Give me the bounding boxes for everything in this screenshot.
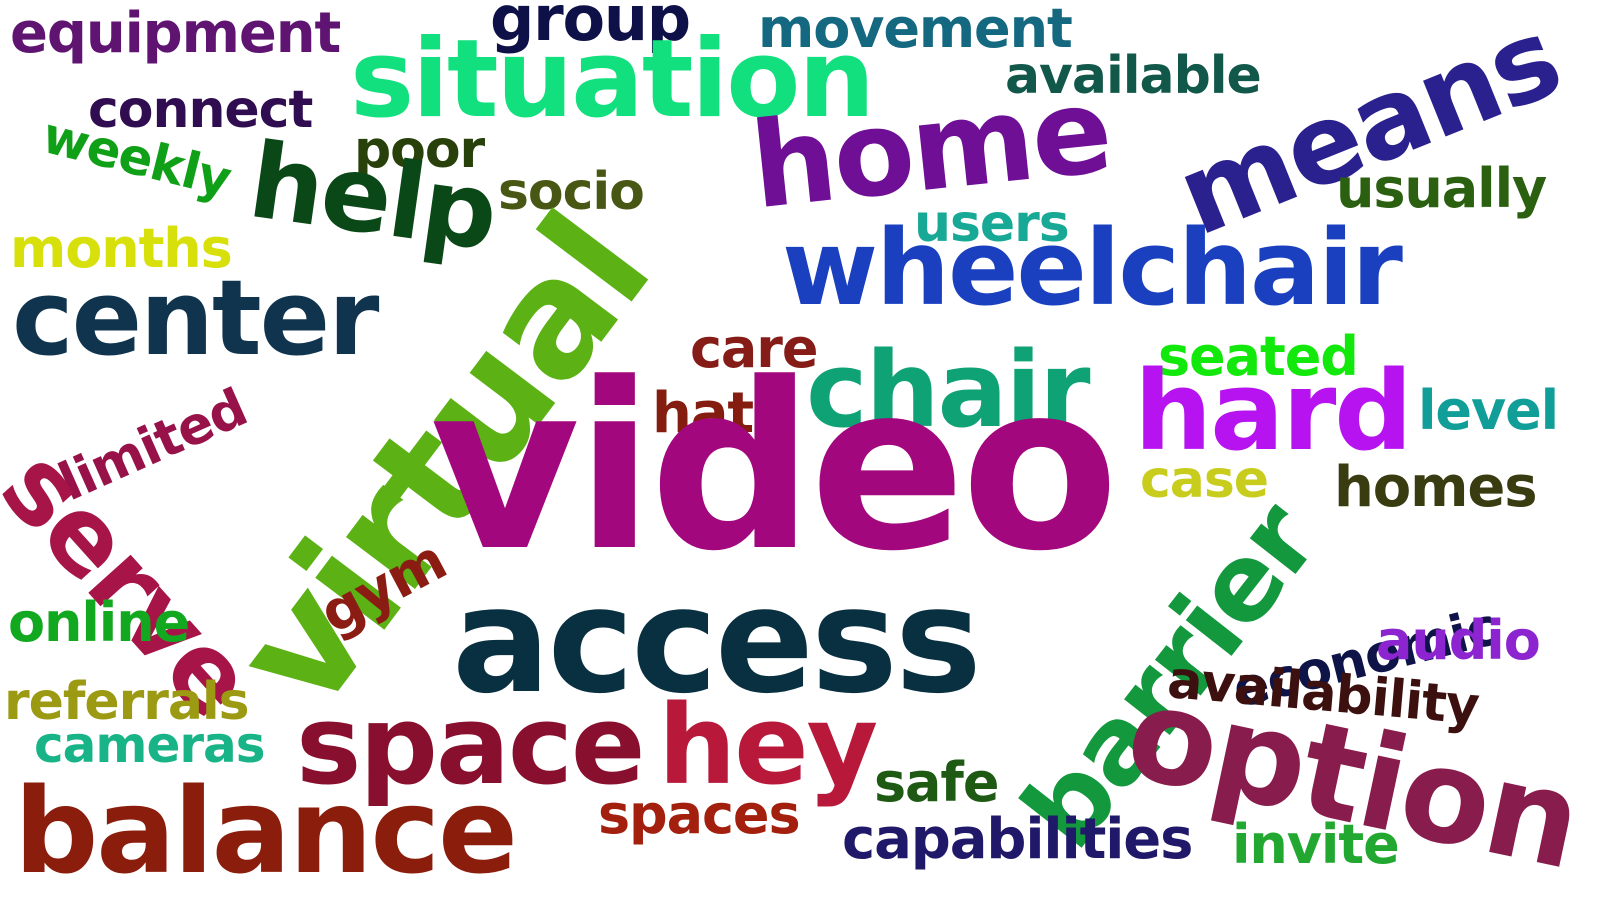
word-available: available <box>1005 46 1262 106</box>
word-movement: movement <box>758 0 1073 60</box>
word-poor: poor <box>354 120 485 180</box>
word-level: level <box>1418 379 1559 442</box>
word-homes: homes <box>1334 455 1538 520</box>
word-connect: connect <box>88 80 313 140</box>
word-balance: balance <box>14 762 518 900</box>
word-months: months <box>10 217 233 280</box>
word-hard: hard <box>1134 347 1413 475</box>
word-capabilities: capabilities <box>842 807 1193 872</box>
word-usually: usually <box>1336 157 1547 220</box>
word-case: case <box>1140 450 1269 510</box>
word-safe: safe <box>874 751 999 814</box>
word-video: video <box>430 335 1119 602</box>
word-equipment: equipment <box>10 1 341 66</box>
word-group: group <box>490 0 691 55</box>
word-socio: socio <box>498 162 645 222</box>
word-space: space <box>296 681 645 809</box>
word-users: users <box>914 194 1070 254</box>
word-invite: invite <box>1232 813 1400 876</box>
word-audio: audio <box>1376 609 1541 672</box>
word-referrals: referrals <box>4 672 250 732</box>
word-care: care <box>690 317 818 380</box>
word-chair: chair <box>806 329 1090 451</box>
word-online: online <box>8 591 190 654</box>
word-center: center <box>12 257 379 379</box>
word-access: access <box>452 556 982 726</box>
word-spaces: spaces <box>598 783 801 846</box>
word-wheelchair: wheelchair <box>782 207 1403 329</box>
word-seated: seated <box>1158 325 1359 388</box>
word-situation: situation <box>350 17 875 142</box>
word-hey: hey <box>658 681 878 809</box>
word-cameras: cameras <box>34 716 266 774</box>
word-help: help <box>242 119 504 275</box>
word-hat: hat <box>652 381 754 446</box>
